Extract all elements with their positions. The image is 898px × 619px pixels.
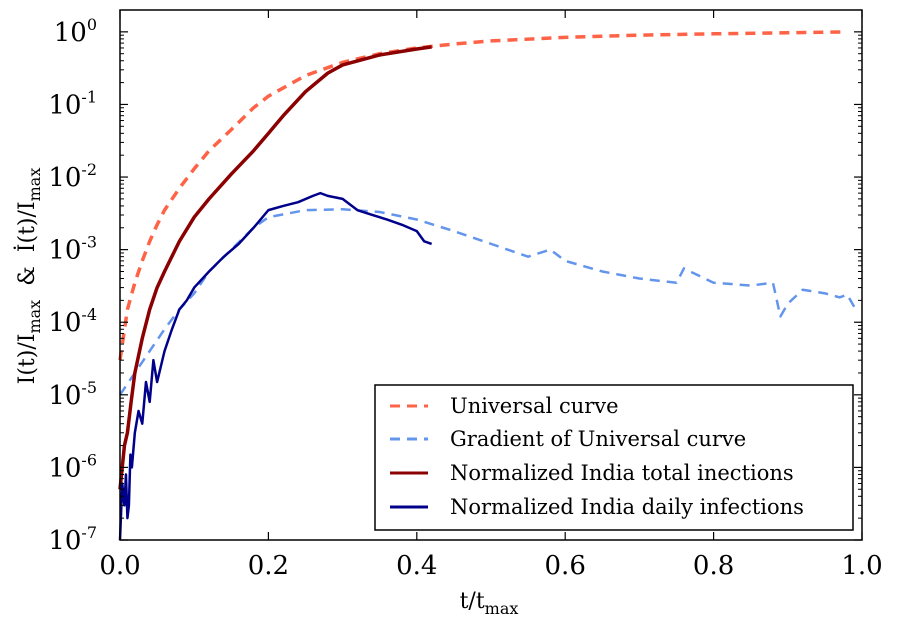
legend-label-india-daily: Normalized India daily infections [450, 495, 804, 519]
y-tick-label-base: 10 [48, 163, 81, 193]
y-tick-label-exp: -7 [81, 523, 97, 542]
y-tick-label-base: 10 [54, 18, 87, 48]
y-tick-label: 10-7 [48, 523, 97, 556]
x-tick-label: 0.2 [248, 551, 289, 581]
y-tick-label-base: 10 [48, 381, 81, 411]
series-line-universal-curve [118, 30, 848, 361]
y-tick-label-base: 10 [48, 90, 81, 120]
y-tick-label-base: 10 [48, 526, 81, 556]
x-tick-label: 0.6 [545, 551, 586, 581]
y-tick-label: 10-6 [48, 450, 97, 483]
y-axis-label: I(t)/Imax&İ(t)/Imax [13, 168, 44, 385]
x-tick-label: 0.8 [693, 551, 734, 581]
legend: Universal curve Gradient of Universal cu… [374, 384, 854, 531]
legend-box [374, 384, 854, 531]
y-tick-label: 10-5 [48, 378, 97, 411]
y-tick-label-base: 10 [48, 308, 81, 338]
x-tick-label: 1.0 [841, 551, 882, 581]
y-tick-label-exp: -4 [81, 305, 97, 324]
series-line-india-total [118, 45, 432, 490]
plot-frame [119, 9, 863, 541]
y-tick-label: 10-3 [48, 233, 97, 266]
y-tick-label-base: 10 [48, 453, 81, 483]
y-axis-label-part1-base: I(t)/I [15, 334, 40, 385]
y-tick-label: 10-2 [48, 160, 97, 193]
x-axis-label: t/tmax [460, 589, 519, 618]
y-tick-label-exp: -5 [81, 378, 97, 397]
series-line-india-daily [118, 191, 433, 541]
series-layer [118, 30, 856, 541]
y-tick-label-base: 10 [48, 236, 81, 266]
y-tick-label: 100 [54, 15, 97, 48]
y-tick-label-exp: -1 [81, 87, 97, 106]
y-tick-label-exp: -6 [81, 450, 97, 469]
y-tick-label: 10-4 [48, 305, 97, 338]
y-axis-label-part2-sub: max [25, 168, 44, 202]
series-line-gradient-curve [118, 208, 856, 396]
y-tick-label-exp: -3 [81, 233, 97, 252]
y-axis-label-amp: & [15, 266, 40, 286]
x-tick-label: 0.4 [396, 551, 437, 581]
y-tick-label-exp: -2 [81, 160, 97, 179]
x-axis-label-base: t/t [460, 589, 485, 614]
legend-label-universal-curve: Universal curve [450, 394, 619, 418]
x-tick-label: 0.0 [99, 551, 140, 581]
legend-label-gradient-curve: Gradient of Universal curve [450, 427, 746, 451]
x-axis-label-sub: max [485, 599, 519, 618]
legend-label-india-total: Normalized India total inections [450, 461, 794, 485]
ticks-layer: 0.0 0.2 0.4 0.6 0.8 1.010-710-610-510-410-310… [48, 9, 883, 581]
y-tick-label-exp: 0 [87, 15, 97, 34]
y-axis-label-part2-base: İ(t)/I [13, 201, 40, 252]
y-tick-label: 10-1 [48, 87, 97, 120]
y-axis-label-part1-sub: max [25, 300, 44, 334]
